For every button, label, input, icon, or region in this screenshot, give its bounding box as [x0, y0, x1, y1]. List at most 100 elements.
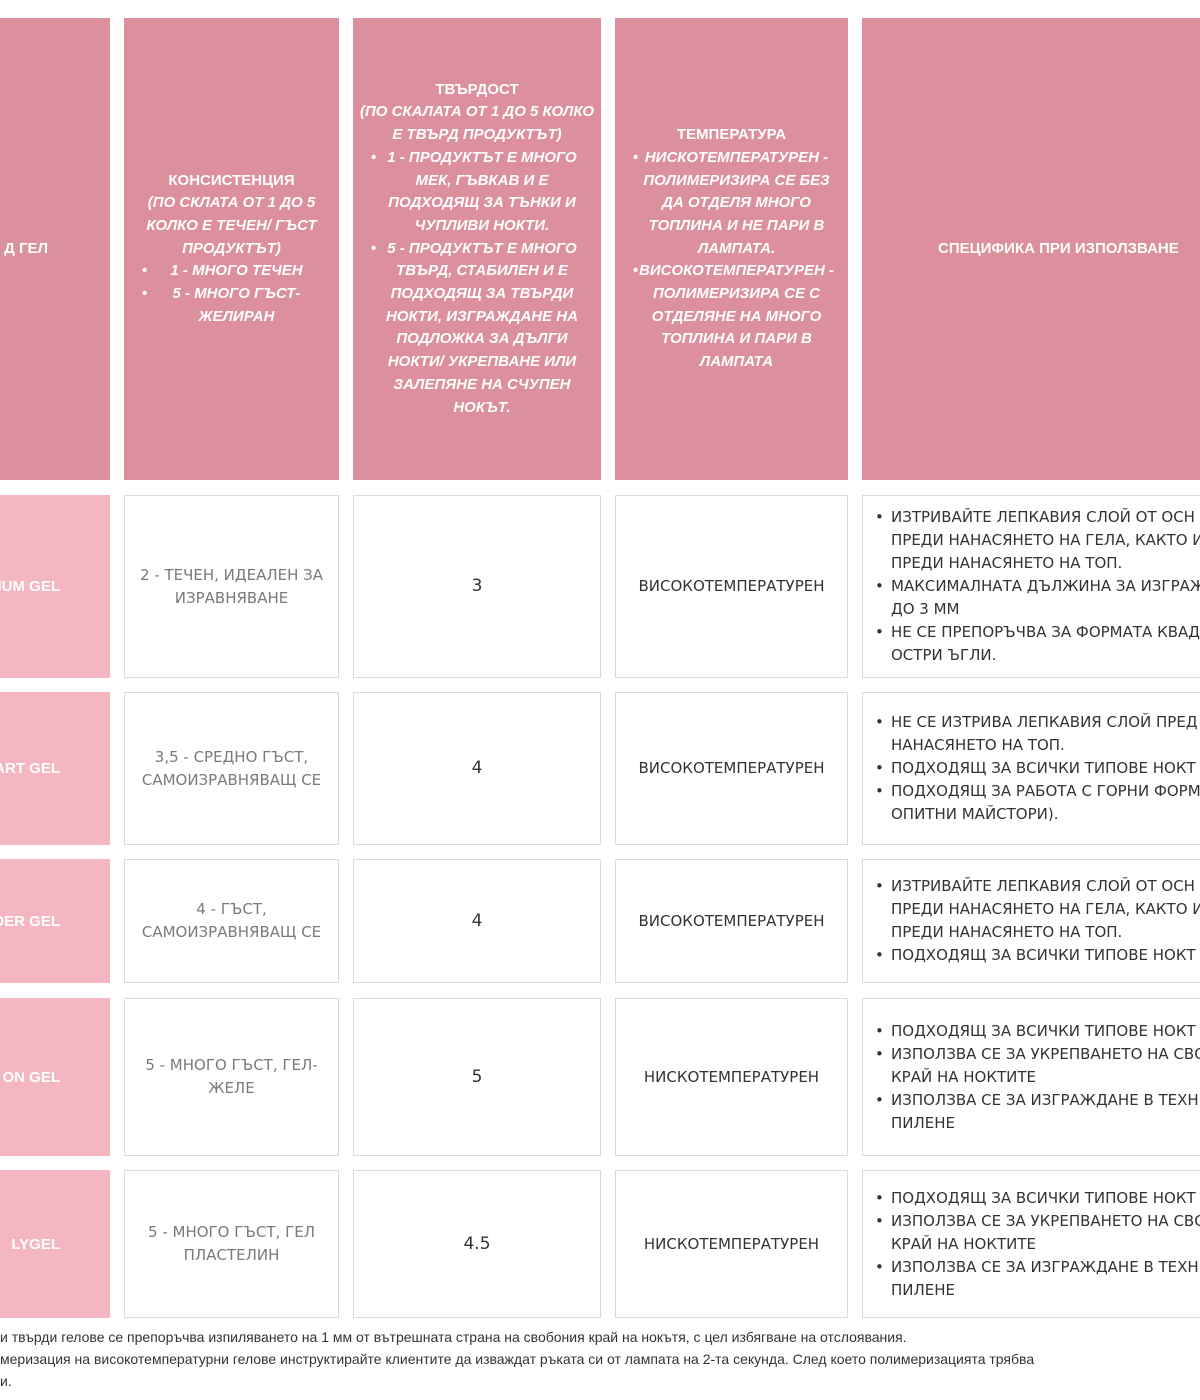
consistency-value: 4 - ГЪСТ, САМОИЗРАВНЯВАЩ СЕ: [141, 900, 322, 941]
header-bullets: 1 - МНОГО ТЕЧЕН5 - МНОГО ГЪСТ- ЖЕЛИРАН: [130, 260, 333, 328]
hardness-value: 4: [471, 758, 483, 778]
consistency-cell: 5 - МНОГО ГЪСТ, ГЕЛ-ЖЕЛЕ: [124, 998, 339, 1156]
specifics-item: НЕ СЕ ПРЕПОРЪЧВА ЗА ФОРМАТА КВАД ОСТРИ ЪГ…: [875, 621, 1200, 667]
temperature-value: НИСКОТЕМПЕРАТУРЕН: [643, 1234, 820, 1253]
specifics-line: ПРЕДИ НАНАСЯНЕТО НА ГЕЛА, КАКТО И: [891, 900, 1200, 918]
specifics-line: ПИЛЕНЕ: [891, 1113, 956, 1132]
header-subtitle: (ПО СКАЛАТА ОТ 1 ДО 5 КОЛКО Е ТВЪРД ПРОД…: [359, 103, 595, 144]
specifics-list: ИЗТРИВАЙТЕ ЛЕПКАВИЯ СЛОЙ ОТ ОСН ПРЕДИ НАН…: [875, 875, 1200, 967]
header-content: ТВЪРДОСТ (ПО СКАЛАТА ОТ 1 ДО 5 КОЛКО Е ТВ…: [353, 79, 601, 420]
header-type: Д ГЕЛ: [0, 18, 110, 480]
header-content: КОНСИСТЕНЦИЯ (ПО СКЛАТА ОТ 1 ДО 5 КОЛКО Е…: [124, 170, 339, 329]
consistency-cell: 2 - ТЕЧЕН, ИДЕАЛЕН ЗА ИЗРАВНЯВАНЕ: [124, 495, 339, 678]
header-hardness: ТВЪРДОСТ (ПО СКАЛАТА ОТ 1 ДО 5 КОЛКО Е ТВ…: [353, 18, 601, 480]
footnote: и.: [0, 1373, 12, 1389]
hardness-cell: 3: [353, 495, 601, 678]
specifics-item: ПОДХОДЯЩ ЗА РАБОТА С ГОРНИ ФОРМ ОПИТНИ МА…: [875, 780, 1200, 826]
header-bullet: 5 - ПРОДУКТЪТ Е МНОГО ТВЪРД, СТАБИЛЕН И …: [369, 238, 595, 420]
specifics-line: НАНАСЯНЕТО НА ТОП.: [891, 736, 1065, 754]
temperature-cell: ВИСОКОТЕМПЕРАТУРЕН: [615, 692, 848, 845]
hardness-value: 4.5: [463, 1233, 491, 1254]
specifics-line: ОПИТНИ МАЙСТОРИ).: [891, 805, 1059, 823]
specifics-line: ПИЛЕНЕ: [891, 1280, 956, 1299]
specifics-list: НЕ СЕ ИЗТРИВА ЛЕПКАВИЯ СЛОЙ ПРЕД НАНАСЯНЕ…: [875, 711, 1200, 826]
specifics-line: МАКСИМАЛНАТА ДЪЛЖИНА ЗА ИЗГРАЖ: [891, 577, 1200, 595]
specifics-list: ИЗТРИВАЙТЕ ЛЕПКАВИЯ СЛОЙ ОТ ОСН ПРЕДИ НАН…: [875, 506, 1200, 667]
header-content: СПЕЦИФИКА ПРИ ИЗПОЛЗВАНЕ: [862, 238, 1200, 261]
header-title: ТЕМПЕРАТУРА: [676, 126, 787, 144]
header-bullet: 1 - МНОГО ТЕЧЕН: [140, 260, 333, 283]
consistency-cell: 5 - МНОГО ГЪСТ, ГЕЛ ПЛАСТЕЛИН: [124, 1170, 339, 1318]
hardness-cell: 4: [353, 859, 601, 983]
specifics-cell: ПОДХОДЯЩ ЗА ВСИЧКИ ТИПОВЕ НОКТ ИЗПОЛЗВА С…: [862, 998, 1200, 1156]
consistency-value: 5 - МНОГО ГЪСТ, ГЕЛ-ЖЕЛЕ: [145, 1056, 318, 1097]
specifics-line: ОСТРИ ЪГЛИ.: [891, 646, 997, 664]
gel-name: ON GEL: [2, 1068, 60, 1086]
gel-name-cell: LYGEL: [0, 1170, 110, 1318]
specifics-line: ИЗПОЛЗВА СЕ ЗА ИЗГРАЖДАНЕ В ТЕХН: [891, 1090, 1199, 1109]
temperature-cell: НИСКОТЕМПЕРАТУРЕН: [615, 1170, 848, 1318]
specifics-line: ПРЕДИ НАНАСЯНЕТО НА ТОП.: [891, 554, 1123, 572]
specifics-item: ИЗПОЛЗВА СЕ ЗА УКРЕПВАНЕТО НА СВО КРАЙ НА…: [875, 1043, 1200, 1089]
specifics-line: ПОДХОДЯЩ ЗА ВСИЧКИ ТИПОВЕ НОКТ: [891, 1021, 1196, 1040]
header-bullets: НИСКОТЕМПЕРАТУРЕН - ПОЛИМЕРИЗИРА СЕ БЕЗ …: [621, 147, 842, 374]
header-content: Д ГЕЛ: [0, 238, 110, 261]
hardness-value: 4: [471, 910, 483, 931]
temperature-value: ВИСОКОТЕМПЕРАТУРЕН: [638, 577, 825, 595]
specifics-item: ПОДХОДЯЩ ЗА ВСИЧКИ ТИПОВЕ НОКТ: [875, 1020, 1200, 1043]
hardness-value: 5: [471, 1066, 483, 1087]
specifics-line: ИЗПОЛЗВА СЕ ЗА ИЗГРАЖДАНЕ В ТЕХН: [891, 1257, 1199, 1276]
specifics-line: ПРЕДИ НАНАСЯНЕТО НА ТОП.: [891, 923, 1123, 941]
header-title: Д ГЕЛ: [4, 239, 48, 257]
gel-name: DER GEL: [0, 912, 60, 930]
specifics-cell: ИЗТРИВАЙТЕ ЛЕПКАВИЯ СЛОЙ ОТ ОСН ПРЕДИ НАН…: [862, 859, 1200, 983]
footnote: меризация на високотемпературни гелове и…: [0, 1351, 1035, 1367]
header-bullet: 1 - ПРОДУКТЪТ Е МНОГО МЕК, ГЪВКАВ И Е ПО…: [369, 147, 595, 238]
header-title: КОНСИСТЕНЦИЯ: [168, 171, 295, 189]
header-specifics: СПЕЦИФИКА ПРИ ИЗПОЛЗВАНЕ: [862, 18, 1200, 480]
specifics-item: ПОДХОДЯЩ ЗА ВСИЧКИ ТИПОВЕ НОКТ: [875, 757, 1200, 780]
specifics-cell: НЕ СЕ ИЗТРИВА ЛЕПКАВИЯ СЛОЙ ПРЕД НАНАСЯНЕ…: [862, 692, 1200, 845]
specifics-cell: ИЗТРИВАЙТЕ ЛЕПКАВИЯ СЛОЙ ОТ ОСН ПРЕДИ НАН…: [862, 495, 1200, 678]
header-temperature: ТЕМПЕРАТУРА НИСКОТЕМПЕРАТУРЕН - ПОЛИМЕРИЗ…: [615, 18, 848, 480]
specifics-item: ИЗТРИВАЙТЕ ЛЕПКАВИЯ СЛОЙ ОТ ОСН ПРЕДИ НАН…: [875, 875, 1200, 944]
specifics-item: ПОДХОДЯЩ ЗА ВСИЧКИ ТИПОВЕ НОКТ: [875, 1187, 1200, 1210]
hardness-cell: 5: [353, 998, 601, 1156]
specifics-line: НЕ СЕ ИЗТРИВА ЛЕПКАВИЯ СЛОЙ ПРЕД: [891, 713, 1198, 731]
specifics-list: ПОДХОДЯЩ ЗА ВСИЧКИ ТИПОВЕ НОКТ ИЗПОЛЗВА С…: [875, 1187, 1200, 1302]
header-title: СПЕЦИФИКА ПРИ ИЗПОЛЗВАНЕ: [938, 239, 1179, 257]
specifics-line: ПОДХОДЯЩ ЗА ВСИЧКИ ТИПОВЕ НОКТ: [891, 759, 1196, 777]
temperature-value: ВИСОКОТЕМПЕРАТУРЕН: [638, 759, 825, 777]
specifics-line: ПОДХОДЯЩ ЗА РАБОТА С ГОРНИ ФОРМ: [891, 782, 1200, 800]
specifics-line: КРАЙ НА НОКТИТЕ: [891, 1067, 1037, 1086]
header-bullets: 1 - ПРОДУКТЪТ Е МНОГО МЕК, ГЪВКАВ И Е ПО…: [359, 147, 595, 419]
specifics-line: ИЗТРИВАЙТЕ ЛЕПКАВИЯ СЛОЙ ОТ ОСН: [891, 508, 1195, 526]
specifics-item: ИЗПОЛЗВА СЕ ЗА ИЗГРАЖДАНЕ В ТЕХН ПИЛЕНЕ: [875, 1089, 1200, 1135]
specifics-line: КРАЙ НА НОКТИТЕ: [891, 1234, 1037, 1253]
consistency-cell: 4 - ГЪСТ, САМОИЗРАВНЯВАЩ СЕ: [124, 859, 339, 983]
header-bullet: НИСКОТЕМПЕРАТУРЕН - ПОЛИМЕРИЗИРА СЕ БЕЗ …: [631, 147, 842, 261]
header-consistency: КОНСИСТЕНЦИЯ (ПО СКЛАТА ОТ 1 ДО 5 КОЛКО Е…: [124, 18, 339, 480]
temperature-value: ВИСОКОТЕМПЕРАТУРЕН: [638, 911, 825, 930]
consistency-value: 2 - ТЕЧЕН, ИДЕАЛЕН ЗА ИЗРАВНЯВАНЕ: [139, 565, 324, 607]
consistency-value: 5 - МНОГО ГЪСТ, ГЕЛ ПЛАСТЕЛИН: [148, 1223, 315, 1264]
specifics-line: ИЗТРИВАЙТЕ ЛЕПКАВИЯ СЛОЙ ОТ ОСН: [891, 877, 1195, 895]
hardness-value: 3: [471, 576, 483, 596]
header-bullet: ВИСОКОТЕМПЕРАТУРЕН - ПОЛИМЕРИЗИРА СЕ С О…: [631, 260, 842, 374]
specifics-line: ПОДХОДЯЩ ЗА ВСИЧКИ ТИПОВЕ НОКТ: [891, 946, 1196, 964]
header-content: ТЕМПЕРАТУРА НИСКОТЕМПЕРАТУРЕН - ПОЛИМЕРИЗ…: [615, 124, 848, 374]
specifics-item: ИЗПОЛЗВА СЕ ЗА ИЗГРАЖДАНЕ В ТЕХН ПИЛЕНЕ: [875, 1256, 1200, 1302]
consistency-value: 3,5 - СРЕДНО ГЪСТ, САМОИЗРАВНЯВАЩ СЕ: [141, 747, 322, 789]
header-title: ТВЪРДОСТ: [435, 80, 519, 98]
specifics-list: ПОДХОДЯЩ ЗА ВСИЧКИ ТИПОВЕ НОКТ ИЗПОЛЗВА С…: [875, 1020, 1200, 1135]
specifics-item: НЕ СЕ ИЗТРИВА ЛЕПКАВИЯ СЛОЙ ПРЕД НАНАСЯНЕ…: [875, 711, 1200, 757]
gel-name: ART GEL: [0, 760, 60, 777]
gel-name-cell: ART GEL: [0, 692, 110, 845]
gel-name: LYGEL: [11, 1235, 60, 1253]
gel-name-cell: ON GEL: [0, 998, 110, 1156]
consistency-cell: 3,5 - СРЕДНО ГЪСТ, САМОИЗРАВНЯВАЩ СЕ: [124, 692, 339, 845]
specifics-item: ИЗТРИВАЙТЕ ЛЕПКАВИЯ СЛОЙ ОТ ОСН ПРЕДИ НАН…: [875, 506, 1200, 575]
specifics-line: ПРЕДИ НАНАСЯНЕТО НА ГЕЛА, КАКТО И: [891, 531, 1200, 549]
header-subtitle: (ПО СКЛАТА ОТ 1 ДО 5 КОЛКО Е ТЕЧЕН/ ГЪСТ…: [146, 194, 317, 257]
specifics-item: ПОДХОДЯЩ ЗА ВСИЧКИ ТИПОВЕ НОКТ: [875, 944, 1200, 967]
